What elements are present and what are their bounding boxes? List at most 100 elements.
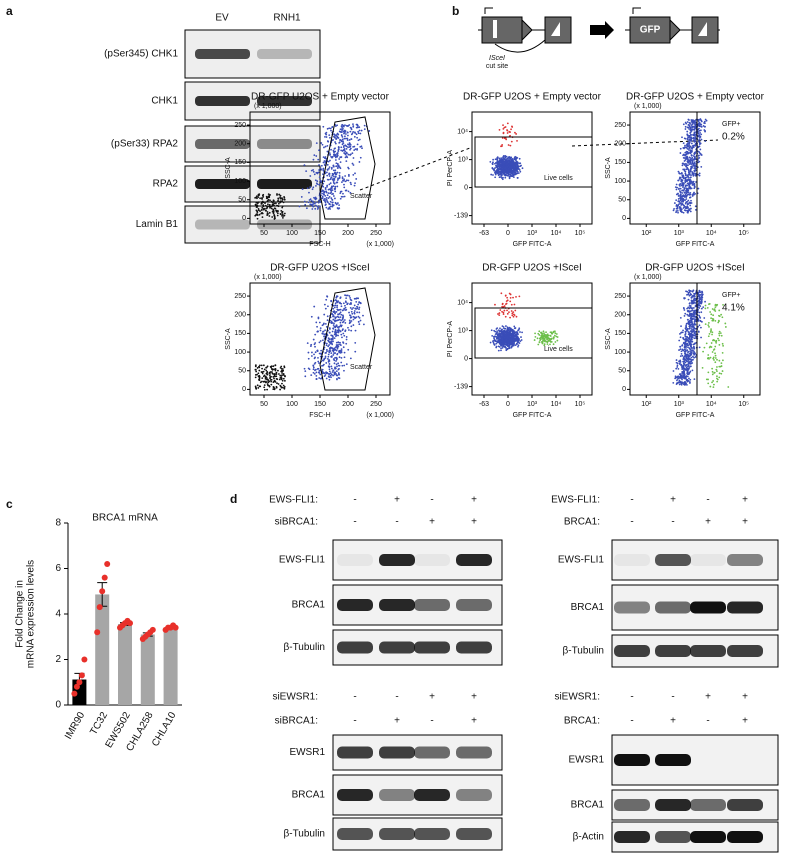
band [614, 554, 650, 566]
event [327, 194, 329, 196]
event [694, 324, 696, 326]
event [539, 341, 541, 343]
event [335, 173, 337, 175]
event [504, 305, 506, 307]
event [693, 174, 695, 176]
event [329, 332, 331, 334]
event [690, 131, 692, 133]
y-tick-label: 150 [614, 159, 626, 166]
event [281, 387, 283, 389]
event [686, 354, 688, 356]
y-tick-label: 100 [234, 349, 246, 356]
event [265, 209, 267, 211]
band [655, 831, 691, 843]
event [690, 181, 692, 183]
event [263, 364, 265, 366]
condition-sign: + [429, 517, 435, 528]
event [348, 329, 350, 331]
event [508, 156, 510, 158]
event [327, 128, 329, 130]
event [313, 339, 315, 341]
event [323, 194, 325, 196]
data-point [99, 588, 105, 594]
event [679, 173, 681, 175]
event [326, 186, 328, 188]
event [331, 175, 333, 177]
event [502, 331, 504, 333]
x-tick-label: 150 [314, 401, 326, 408]
event [496, 346, 498, 348]
event [277, 215, 279, 217]
event [709, 303, 711, 305]
event [272, 209, 274, 211]
y-tick-label: 250 [614, 122, 626, 129]
event [357, 125, 359, 127]
y-tick-label: 10⁴ [457, 299, 468, 306]
y-multiplier: (x 1,000) [254, 103, 282, 110]
event [691, 339, 693, 341]
event [514, 327, 516, 329]
event [322, 189, 324, 191]
event [263, 386, 265, 388]
event [514, 304, 516, 306]
event [355, 316, 357, 318]
event [276, 194, 278, 196]
x-tick-label: 10³ [527, 230, 538, 237]
event [707, 324, 709, 326]
event [337, 207, 339, 209]
event [276, 378, 278, 380]
event [687, 168, 689, 170]
event [282, 217, 284, 219]
event [359, 161, 361, 163]
event [330, 375, 332, 377]
event [349, 319, 351, 321]
band [690, 602, 726, 614]
y-tick-label: 10³ [458, 156, 469, 163]
event [505, 325, 507, 327]
event [344, 305, 346, 307]
event [542, 343, 544, 345]
event [551, 341, 553, 343]
event [507, 160, 509, 162]
event [502, 312, 504, 314]
event [326, 295, 328, 297]
event [340, 140, 342, 142]
gate-percent: 0.2% [722, 132, 745, 143]
event [719, 335, 721, 337]
event [334, 349, 336, 351]
event [275, 368, 277, 370]
event [332, 139, 334, 141]
event [361, 147, 363, 149]
event [338, 147, 340, 149]
event [690, 294, 692, 296]
event [333, 154, 335, 156]
blot-label: EWS-FLI1 [279, 555, 326, 566]
event [684, 181, 686, 183]
y-tick-label: 0 [464, 355, 468, 362]
band [337, 642, 373, 654]
event [324, 192, 326, 194]
event [684, 356, 686, 358]
event [693, 128, 695, 130]
event [358, 312, 360, 314]
event [353, 164, 355, 166]
x-tick-label: TC32 [88, 710, 110, 737]
event [317, 357, 319, 359]
event [326, 378, 328, 380]
event [311, 170, 313, 172]
event [689, 183, 691, 185]
event [336, 379, 338, 381]
event [340, 314, 342, 316]
event [339, 172, 341, 174]
event [339, 175, 341, 177]
event [681, 173, 683, 175]
event [687, 182, 689, 184]
event [331, 356, 333, 358]
condition-sign: - [630, 692, 633, 703]
event [683, 308, 685, 310]
event [329, 192, 331, 194]
event [503, 342, 505, 344]
event [273, 200, 275, 202]
event [283, 385, 285, 387]
band [614, 799, 650, 811]
